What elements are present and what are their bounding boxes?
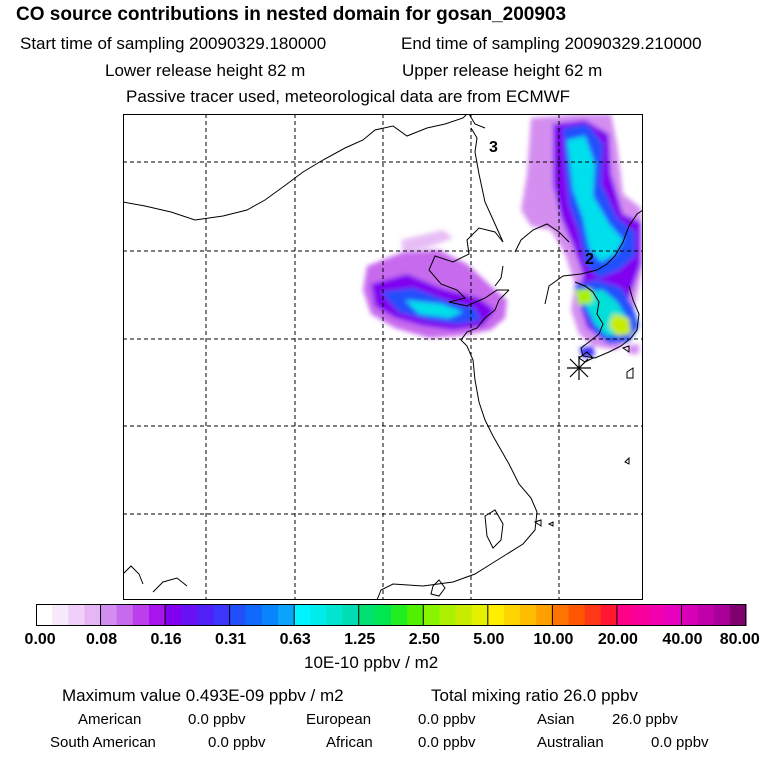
map-frame — [123, 114, 643, 600]
color-scale-cell — [665, 604, 683, 626]
color-scale-cell — [649, 604, 666, 626]
color-scale-cell — [132, 604, 150, 626]
total-mixing-ratio: Total mixing ratio 26.0 ppbv — [431, 686, 638, 705]
color-scale-cell — [520, 604, 537, 626]
color-scale-cell — [391, 604, 408, 626]
asian-label: Asian — [537, 711, 575, 728]
color-scale-cell — [52, 604, 69, 626]
lower-release-height: Lower release height 82 m — [105, 61, 306, 80]
color-scale-tick: 80.00 — [719, 631, 760, 648]
receptor-marker — [567, 356, 591, 380]
european-label: European — [306, 711, 372, 728]
concentration-map: 3 2 — [123, 114, 643, 600]
color-scale-tick: 0.31 — [215, 631, 247, 648]
coastlines — [123, 114, 643, 600]
african-label: African — [326, 734, 373, 751]
asian-value: 26.0 ppbv — [612, 711, 678, 728]
color-scale-cell — [616, 604, 634, 626]
color-scale-cell — [487, 604, 505, 626]
color-scale — [36, 604, 747, 626]
american-label: American — [78, 711, 142, 728]
color-scale-cell — [310, 604, 328, 626]
color-scale-cell — [326, 604, 344, 626]
color-scale-cell — [181, 604, 198, 626]
color-scale-cell — [568, 604, 586, 626]
color-scale-cell — [407, 604, 424, 626]
australian-value: 0.0 ppbv — [651, 734, 709, 751]
color-scale-cell — [584, 604, 602, 626]
color-scale-tick: 0.00 — [24, 631, 56, 648]
map-label-3: 3 — [489, 139, 498, 156]
color-scale-cell — [100, 604, 118, 626]
color-scale-cell — [536, 604, 553, 626]
color-scale-tick: 5.00 — [473, 631, 505, 648]
plot-title: CO source contributions in nested domain… — [16, 4, 567, 25]
color-scale-tick: 0.63 — [279, 631, 311, 648]
color-scale-cell — [148, 604, 166, 626]
color-scale-cell — [84, 604, 102, 626]
australian-label: Australian — [537, 734, 604, 751]
end-time: End time of sampling 20090329.210000 — [401, 34, 702, 53]
color-scale-cell — [358, 604, 376, 626]
color-scale-cell — [294, 604, 311, 626]
start-time: Start time of sampling 20090329.180000 — [20, 34, 327, 53]
plume-field — [363, 114, 643, 358]
maximum-value: Maximum value 0.493E-09 ppbv / m2 — [62, 686, 344, 705]
color-scale-cells — [36, 604, 747, 626]
color-scale-tick: 2.50 — [408, 631, 440, 648]
european-value: 0.0 ppbv — [418, 711, 476, 728]
color-scale-cell — [697, 604, 715, 626]
color-scale-cell — [261, 604, 279, 626]
tracer-note: Passive tracer used, meteorological data… — [126, 87, 571, 106]
color-scale-cell — [342, 604, 360, 626]
color-scale-cell — [116, 604, 134, 626]
color-scale-cell — [229, 604, 247, 626]
american-value: 0.0 ppbv — [188, 711, 246, 728]
color-scale-cell — [278, 604, 295, 626]
color-scale-cell — [633, 604, 650, 626]
lat-lon-grid — [123, 114, 643, 600]
color-scale-tick: 0.08 — [85, 631, 118, 648]
color-scale-tick: 20.00 — [597, 631, 638, 648]
color-scale-cell — [423, 604, 441, 626]
south-american-label: South American — [50, 734, 156, 751]
color-scale-cell — [455, 604, 473, 626]
color-scale-cell — [681, 604, 699, 626]
upper-release-height: Upper release height 62 m — [402, 61, 603, 80]
color-scale-cell — [374, 604, 392, 626]
color-scale-cell — [36, 604, 53, 626]
color-scale-cell — [552, 604, 570, 626]
color-scale-cell — [600, 604, 618, 626]
color-scale-unit: 10E-10 ppbv / m2 — [304, 653, 439, 672]
color-scale-cell — [713, 604, 731, 626]
color-scale-cell — [729, 604, 747, 626]
color-scale-cell — [503, 604, 521, 626]
map-label-2: 2 — [585, 251, 594, 268]
color-scale-cell — [213, 604, 231, 626]
african-value: 0.0 ppbv — [418, 734, 476, 751]
color-scale-cell — [68, 604, 86, 626]
color-scale-cell — [471, 604, 489, 626]
color-scale-tick: 1.25 — [344, 631, 376, 648]
color-scale-cell — [165, 604, 182, 626]
color-scale-cell — [439, 604, 457, 626]
color-scale-cell — [245, 604, 263, 626]
color-scale-tick: 40.00 — [662, 631, 703, 648]
south-american-value: 0.0 ppbv — [208, 734, 266, 751]
color-scale-cell — [197, 604, 215, 626]
color-scale-tick: 0.16 — [150, 631, 182, 648]
color-scale-tick: 10.00 — [533, 631, 574, 648]
